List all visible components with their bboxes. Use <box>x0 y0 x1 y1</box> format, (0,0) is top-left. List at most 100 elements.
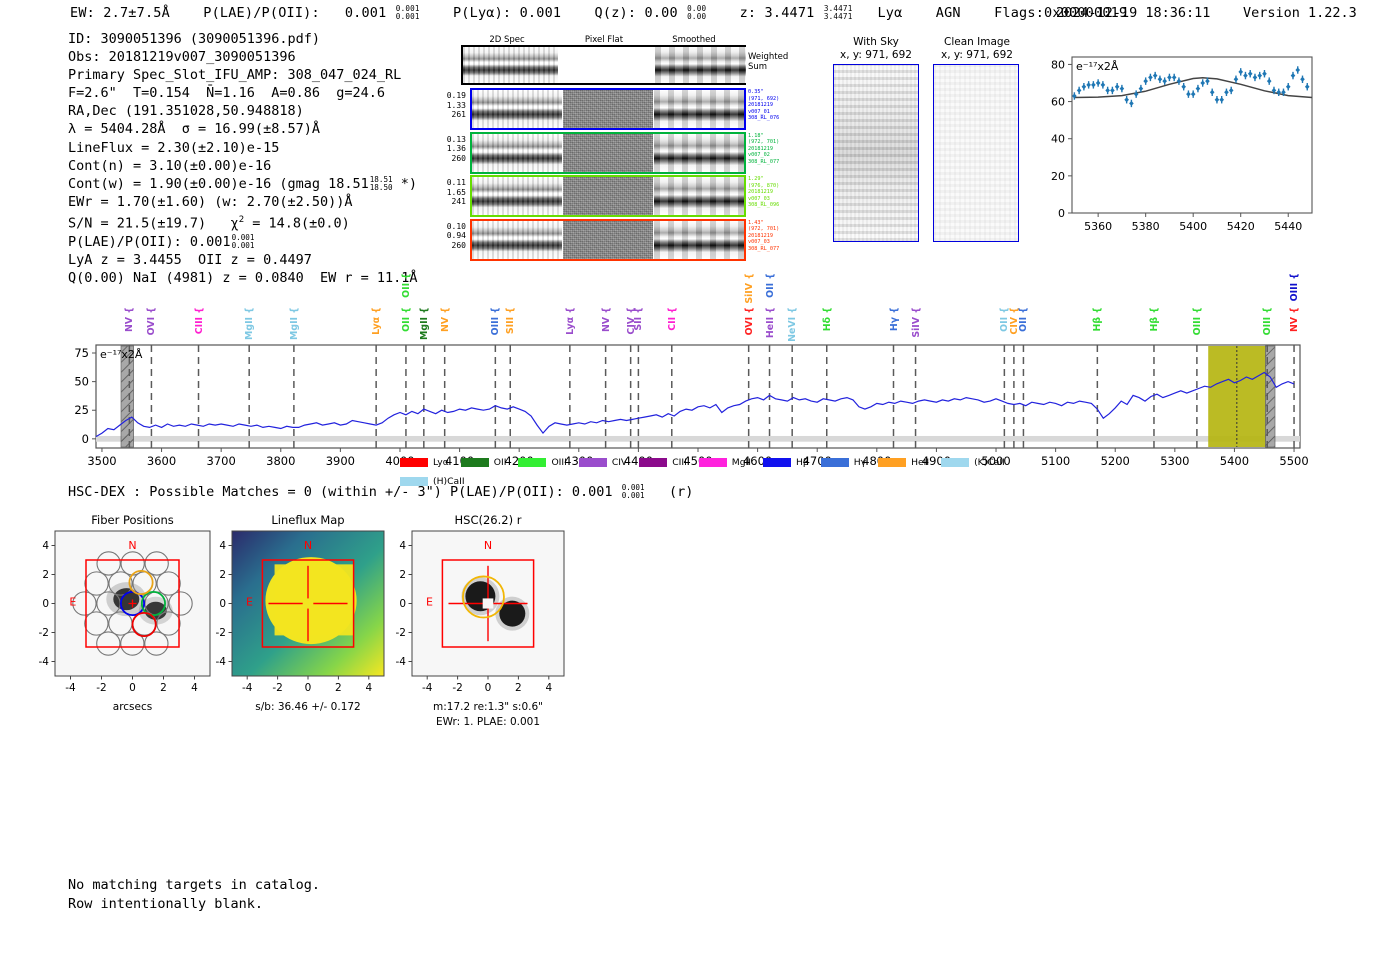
line-marker-nv: NV { <box>600 307 612 333</box>
fiber-2dspec <box>472 220 562 259</box>
fiber-meta-line: 308_RL_077 <box>748 158 780 165</box>
svg-text:2: 2 <box>399 569 406 581</box>
info-ewr: EWr = 1.70(±1.60) (w: 2.70(±2.50))Å <box>68 193 353 210</box>
fiber-meta-line: (972, 701) <box>748 226 780 233</box>
fiber-meta-line: v007_02 <box>748 152 770 159</box>
legend-item-9: (K)CaII <box>941 457 1005 468</box>
fiber-pixelflat <box>563 90 653 128</box>
fiber-row-0[interactable] <box>470 88 746 130</box>
svg-text:5400: 5400 <box>1179 220 1207 233</box>
legend-label: MgII <box>731 457 751 468</box>
cutout-title-1: Lineflux Map <box>271 513 345 527</box>
svg-text:5200: 5200 <box>1101 454 1130 468</box>
svg-text:0: 0 <box>129 682 136 694</box>
fiber-weight-value: 260 <box>451 153 466 163</box>
legend-item-4: CIII <box>639 457 687 468</box>
legend-item-3: CIV <box>578 457 627 468</box>
legend-swatch <box>460 458 489 467</box>
legend-item-5: MgII <box>698 457 751 468</box>
fiber-weight-value: 0.10 <box>446 221 466 231</box>
cutout-xlabel-0: arcsecs <box>112 701 153 713</box>
fiber-meta-line: 20181219 <box>748 145 773 152</box>
fiber-row-1[interactable] <box>470 131 746 174</box>
svg-text:3500: 3500 <box>87 454 116 468</box>
legend-item-2: OIII <box>518 457 567 468</box>
col-title-pixelflat: Pixel Flat <box>584 35 624 45</box>
svg-text:0: 0 <box>1058 207 1065 220</box>
fiber-smoothed <box>654 133 744 172</box>
legend-label: HeII <box>911 457 930 468</box>
svg-text:-2: -2 <box>39 627 49 639</box>
line-marker-oiii: OIII { <box>1191 307 1203 336</box>
svg-text:-2: -2 <box>216 627 226 639</box>
line-marker-oiii: OIII { <box>1289 273 1301 302</box>
fiber-2dspec <box>472 90 562 128</box>
weighted-sum-2dspec <box>463 47 558 83</box>
hscdex-match-line: HSC-DEX : Possible Matches = 0 (within +… <box>68 484 693 501</box>
svg-text:5100: 5100 <box>1041 454 1070 468</box>
svg-text:5360: 5360 <box>1084 220 1112 233</box>
svg-text:5300: 5300 <box>1160 454 1189 468</box>
info-seeing: F=2.6" T=0.154 N̄=1.16 A=0.86 g=24.6 <box>68 85 385 102</box>
cutout-caption2-2: EWr: 1. PLAE: 0.001 <box>435 716 541 728</box>
svg-text:N: N <box>484 539 492 552</box>
legend-item-10: (H)CaII <box>400 476 465 487</box>
fiber-meta-line: (972, 701) <box>748 139 780 146</box>
line-marker-nv: NV { <box>439 307 451 333</box>
weighted-sum-row <box>461 45 746 85</box>
svg-text:4: 4 <box>42 540 49 552</box>
svg-text:5420: 5420 <box>1227 220 1255 233</box>
cutout-title-0: Fiber Positions <box>91 513 174 527</box>
line-marker-lyα: Lyα { <box>564 307 576 335</box>
legend-swatch <box>698 458 727 467</box>
legend-item-8: HeII <box>878 457 929 468</box>
header-z-range: 3.4471 3.4471 <box>823 4 853 21</box>
fiber-row-2[interactable] <box>470 175 746 217</box>
header-datetime: 2024-12-19 18:36:11 <box>1056 5 1211 21</box>
legend-swatch <box>578 458 607 467</box>
line-marker-nevi: NeVI { <box>787 307 799 342</box>
fiber-weight-value: 1.33 <box>446 100 466 110</box>
legend-label: Lyα <box>433 457 449 468</box>
fiber-weights-2: 0.11 1.65 241 <box>440 178 466 207</box>
fiber-row-3[interactable] <box>470 218 746 261</box>
svg-text:E: E <box>69 596 76 609</box>
fiber-smoothed <box>654 220 744 259</box>
cutout-caption-1: s/b: 36.46 +/- 0.172 <box>255 701 361 713</box>
line-marker-oii: OII { <box>400 273 412 298</box>
fiber-meta-3: 1.43" (972, 701) 20181219 v007_03 308_RL_077 <box>748 220 779 253</box>
legend-label: (H)CaII <box>433 476 465 487</box>
line-marker-heii: HeII { <box>764 307 776 339</box>
fiber-meta-1: 1.18" (972, 701) 20181219 v007_02 308_RL_077 <box>748 133 779 166</box>
hscdex-text: HSC-DEX : Possible Matches = 0 (within +… <box>68 484 613 500</box>
info-plae-range: 0.001 0.001 <box>231 232 255 250</box>
line-marker-oii: OII { <box>400 307 412 332</box>
header-summary-line: EW: 2.7±7.5Å P(LAE)/P(OII): 0.001 0.001 0… <box>70 4 1127 22</box>
chi-square-exponent: 2 <box>238 214 245 225</box>
fiber-weight-value: 241 <box>451 197 466 207</box>
line-marker-ovi: OVI { <box>743 307 755 336</box>
legend-swatch <box>820 458 849 467</box>
svg-text:-4: -4 <box>242 682 253 694</box>
fiber-weight-value: 260 <box>451 240 466 250</box>
header-z: z: 3.4471 <box>739 5 815 21</box>
fiber-meta-line: 1.43" <box>748 219 764 226</box>
svg-text:2: 2 <box>515 682 522 694</box>
info-lineflux: LineFlux = 2.30(±2.10)e-15 <box>68 139 280 156</box>
header-plae-value: 0.001 <box>344 5 387 21</box>
line-marker-mgii: MgII { <box>288 307 300 340</box>
legend-swatch <box>518 458 547 467</box>
header-ew: EW: 2.7±7.5Å <box>70 5 170 21</box>
fiber-pixelflat <box>563 133 653 172</box>
line-marker-hδ: Hδ { <box>821 307 833 332</box>
fiber-meta-line: 1.29" <box>748 176 764 182</box>
svg-text:75: 75 <box>74 346 89 360</box>
line-marker-oiii: OIII { <box>1262 307 1274 336</box>
col-title-2dspec: 2D Spec <box>489 35 525 45</box>
legend-item-1: OII <box>460 457 506 468</box>
line-marker-nv: NV { <box>1289 307 1301 333</box>
line-marker-siiv: SiIV { <box>743 273 755 304</box>
svg-text:4: 4 <box>191 682 198 694</box>
svg-text:5380: 5380 <box>1132 220 1160 233</box>
info-gmag-range: 18.51 18.50 <box>369 174 393 192</box>
